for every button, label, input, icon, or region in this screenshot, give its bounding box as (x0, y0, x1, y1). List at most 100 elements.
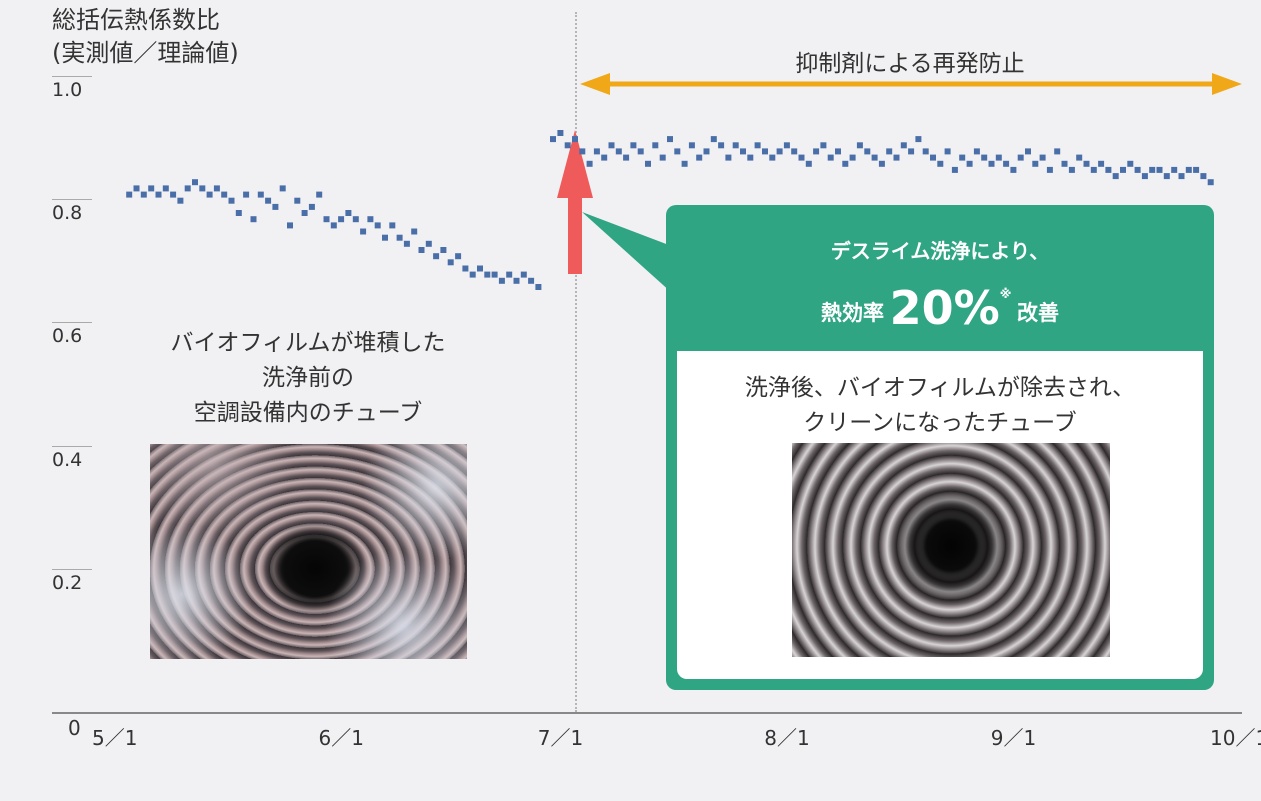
data-point (601, 154, 608, 161)
data-point (367, 216, 374, 223)
data-point (893, 154, 900, 161)
data-point (732, 142, 739, 149)
data-point (352, 216, 359, 223)
data-point (827, 154, 834, 161)
data-point (557, 130, 564, 136)
x-tick-label: 8／1 (764, 726, 810, 750)
data-point (133, 185, 140, 192)
callout-efficiency: 熱効率 20%※ 改善 (666, 281, 1214, 335)
data-point (608, 142, 615, 149)
data-point (1112, 173, 1119, 180)
data-point (520, 271, 527, 278)
data-point (667, 136, 673, 143)
data-point (710, 136, 717, 143)
data-point (615, 148, 622, 155)
data-point (396, 234, 403, 241)
data-point (1068, 166, 1075, 173)
data-point (338, 216, 345, 223)
data-point (966, 160, 973, 167)
data-point (593, 148, 600, 155)
before-caption: バイオフィルムが堆積した 洗浄前の 空調設備内のチューブ (118, 326, 498, 431)
after-caption-line1: 洗浄後、バイオフィルムが除去され、 (744, 375, 1136, 401)
data-point (864, 148, 871, 155)
data-point (645, 160, 651, 167)
data-point (506, 271, 513, 278)
data-point (155, 191, 162, 198)
data-point (951, 166, 958, 173)
data-point (718, 142, 725, 149)
data-point (856, 142, 863, 149)
data-point (1076, 154, 1083, 161)
y-tick-line (52, 76, 92, 77)
data-point (937, 160, 944, 167)
data-point (688, 142, 695, 149)
data-point (1090, 166, 1097, 173)
data-point (1163, 173, 1170, 180)
data-point (564, 142, 571, 149)
data-point (440, 247, 447, 253)
y-tick-line (52, 199, 92, 201)
data-point (1178, 173, 1185, 180)
after-caption: 洗浄後、バイオフィルムが除去され、 クリーンになったチューブ (677, 371, 1203, 441)
y-tick-line (52, 322, 92, 324)
data-point (798, 154, 805, 161)
data-point (1083, 160, 1090, 167)
data-point (959, 154, 966, 161)
data-point (630, 142, 637, 149)
x-tick-label: 7／1 (537, 726, 584, 750)
data-point (1105, 166, 1112, 173)
y-tick-label: 0.8 (52, 202, 83, 225)
x-tick-label: 9／1 (990, 726, 1037, 750)
data-point (1141, 173, 1148, 180)
data-point (235, 210, 242, 216)
data-point (177, 197, 184, 204)
data-point (1185, 166, 1192, 173)
data-point (1017, 154, 1024, 161)
data-point (1207, 179, 1214, 186)
data-point (199, 185, 206, 192)
data-point (469, 271, 476, 278)
data-point (1032, 160, 1039, 167)
y-tick-label: 0.6 (52, 325, 83, 348)
data-point (411, 228, 418, 235)
data-point (776, 148, 783, 155)
data-point (1200, 173, 1207, 180)
data-point (835, 148, 841, 155)
data-point (287, 222, 293, 229)
data-point (206, 191, 213, 198)
data-point (754, 142, 761, 149)
cleaning-arrow-shaft (568, 196, 582, 274)
data-point (696, 154, 703, 161)
data-point (192, 179, 198, 186)
data-point (447, 259, 454, 266)
data-point (243, 191, 250, 198)
y-tick-label: 0.2 (52, 571, 83, 594)
data-point (535, 284, 542, 290)
data-point (433, 253, 440, 260)
data-point (1171, 166, 1178, 173)
data-point (623, 154, 630, 161)
data-point (769, 154, 776, 161)
data-point (279, 185, 286, 192)
data-point (184, 185, 191, 192)
callout-headline: デスライム洗浄により、 (830, 239, 1050, 263)
before-cleaning-tube-photo (150, 444, 467, 659)
y-tick-line (52, 568, 92, 570)
data-point (484, 271, 491, 278)
data-point (345, 210, 352, 216)
data-point (681, 160, 688, 167)
data-point (886, 148, 893, 155)
data-point (725, 154, 732, 161)
after-panel: 洗浄後、バイオフィルムが除去され、 クリーンになったチューブ (677, 351, 1203, 679)
data-point (995, 154, 1002, 161)
data-point (579, 148, 586, 155)
callout-pointer (582, 212, 682, 302)
data-point (294, 197, 301, 204)
callout-prefix: 熱効率 (821, 301, 885, 325)
data-point (418, 247, 425, 253)
x-tick-label: 6／1 (318, 726, 364, 750)
y-axis-label: 総括伝熱係数比 (実測値／理論値) (52, 4, 239, 70)
after-caption-line2: クリーンになったチューブ (803, 410, 1077, 436)
data-point (126, 191, 133, 198)
